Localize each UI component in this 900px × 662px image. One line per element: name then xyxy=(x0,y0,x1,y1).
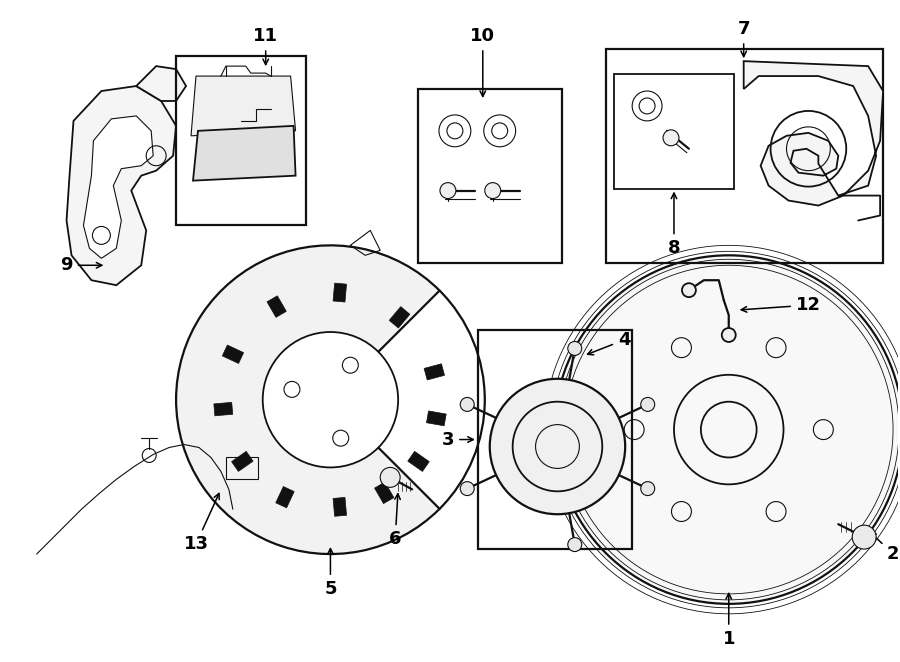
Polygon shape xyxy=(231,451,253,471)
Text: 11: 11 xyxy=(253,27,278,65)
Circle shape xyxy=(440,183,456,199)
Polygon shape xyxy=(427,411,446,426)
Text: 2: 2 xyxy=(870,532,899,563)
Polygon shape xyxy=(424,364,445,380)
Polygon shape xyxy=(743,61,883,205)
Circle shape xyxy=(682,283,696,297)
Wedge shape xyxy=(176,246,439,554)
Bar xyxy=(607,49,883,263)
Text: 3: 3 xyxy=(442,430,473,449)
Polygon shape xyxy=(214,402,233,416)
Polygon shape xyxy=(267,296,286,317)
Polygon shape xyxy=(222,345,244,363)
Circle shape xyxy=(490,379,626,514)
Polygon shape xyxy=(67,86,176,285)
Circle shape xyxy=(460,482,474,496)
Circle shape xyxy=(568,342,581,355)
Text: 5: 5 xyxy=(324,549,337,598)
Circle shape xyxy=(485,183,500,199)
Text: 1: 1 xyxy=(723,593,735,647)
Bar xyxy=(176,56,305,226)
Polygon shape xyxy=(389,307,410,328)
Text: 13: 13 xyxy=(184,493,220,553)
Bar xyxy=(614,74,734,189)
Polygon shape xyxy=(84,116,153,258)
Circle shape xyxy=(852,525,876,549)
Text: 8: 8 xyxy=(668,193,680,258)
Circle shape xyxy=(554,256,900,604)
Circle shape xyxy=(460,397,474,411)
Polygon shape xyxy=(333,283,346,302)
Text: 4: 4 xyxy=(588,331,630,355)
Text: 10: 10 xyxy=(471,27,495,97)
Polygon shape xyxy=(374,482,394,504)
Circle shape xyxy=(722,328,735,342)
Circle shape xyxy=(663,130,679,146)
Circle shape xyxy=(641,397,654,411)
Bar xyxy=(478,330,632,549)
Text: 7: 7 xyxy=(737,21,750,57)
Bar xyxy=(226,457,257,479)
Circle shape xyxy=(263,332,398,467)
Text: 9: 9 xyxy=(60,256,102,274)
Polygon shape xyxy=(275,487,294,508)
Circle shape xyxy=(641,482,654,496)
Polygon shape xyxy=(193,126,295,181)
Text: 12: 12 xyxy=(742,296,821,314)
Polygon shape xyxy=(136,66,186,101)
Bar xyxy=(418,89,562,263)
Polygon shape xyxy=(333,497,346,516)
Polygon shape xyxy=(408,451,429,471)
Circle shape xyxy=(568,538,581,551)
Circle shape xyxy=(380,467,400,487)
Polygon shape xyxy=(191,76,295,136)
Text: 6: 6 xyxy=(389,494,401,548)
